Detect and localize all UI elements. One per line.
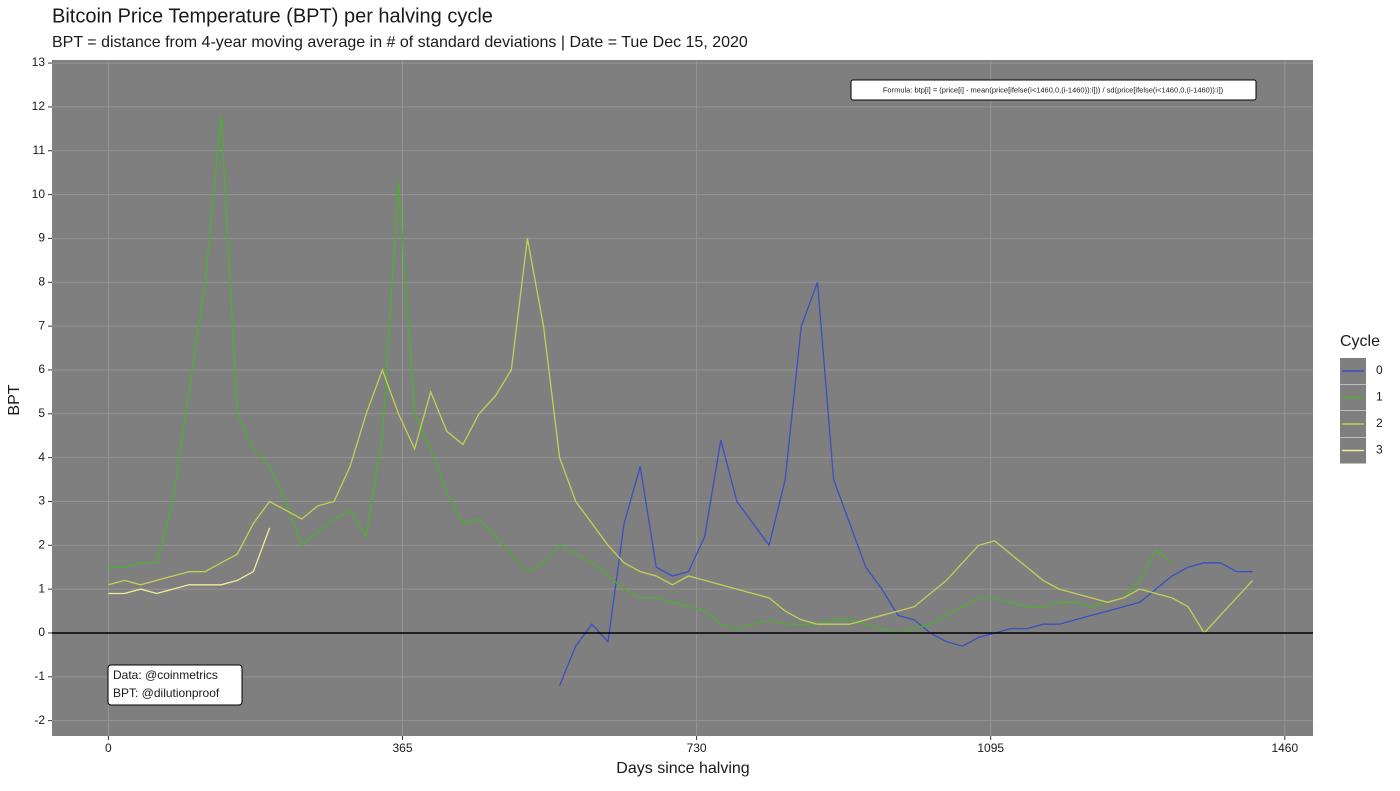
source-box (107, 664, 243, 706)
y-tick-label: 4 (38, 450, 45, 464)
y-tick-label: 12 (32, 99, 46, 113)
y-tick-label: 1 (38, 581, 45, 595)
x-axis-label: Days since halving (616, 760, 749, 777)
y-tick-label: 13 (32, 55, 46, 69)
series-line (108, 115, 1173, 634)
y-tick-label: 11 (33, 143, 46, 157)
formula-box (850, 79, 1257, 101)
series-line (108, 238, 1254, 635)
y-tick-label: 3 (38, 494, 45, 508)
y-tick-label: -2 (34, 713, 45, 727)
y-tick-label: 7 (38, 318, 45, 332)
x-tick-label: 730 (687, 741, 707, 755)
series-line (108, 527, 271, 595)
source-annotation: Data: @coinmetrics (113, 668, 218, 682)
y-tick-label: 6 (38, 362, 45, 376)
legend-label: 1 (1376, 390, 1383, 404)
y-tick-label: 10 (32, 187, 46, 201)
credit-annotation: BPT: @dilutionproof (113, 686, 220, 700)
y-tick-label: 5 (38, 406, 45, 420)
y-tick-label: 9 (38, 231, 45, 245)
formula-annotation: Formula: btp[i] = (price[i] - mean(price… (883, 85, 1224, 94)
x-tick-label: 365 (392, 741, 412, 755)
y-axis-label: BPT (6, 384, 23, 415)
x-tick-label: 0 (105, 741, 112, 755)
chart-subtitle: BPT = distance from 4-year moving averag… (52, 34, 748, 51)
series-line (558, 282, 1253, 686)
legend-title: Cycle (1340, 333, 1380, 350)
y-tick-label: 0 (38, 625, 45, 639)
y-tick-label: 8 (38, 274, 45, 288)
legend-label: 0 (1376, 363, 1383, 377)
x-tick-label: 1460 (1271, 741, 1298, 755)
plot-panel (52, 60, 1313, 736)
x-tick-label: 1095 (977, 741, 1004, 755)
chart-title: Bitcoin Price Temperature (BPT) per halv… (52, 5, 493, 27)
y-tick-label: -1 (34, 669, 45, 683)
legend-label: 2 (1376, 416, 1383, 430)
legend-label: 3 (1376, 443, 1383, 457)
y-tick-label: 2 (38, 537, 45, 551)
